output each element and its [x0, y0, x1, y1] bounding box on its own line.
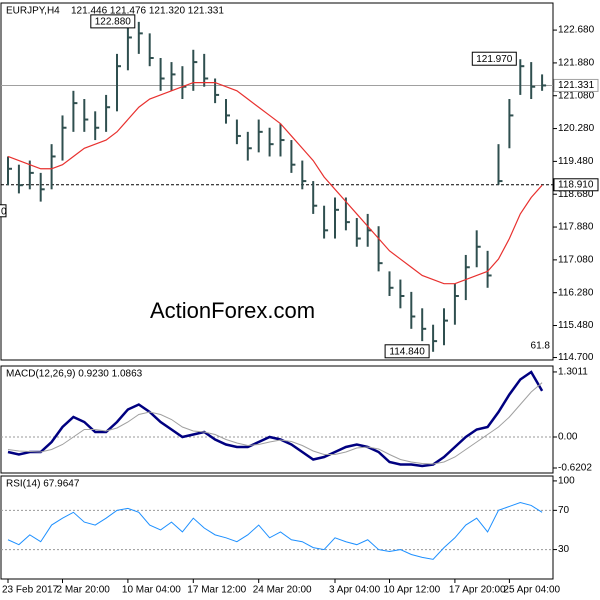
x-tick-label: 17 Apr 20:00: [449, 585, 506, 596]
y-tick-label: 119.480: [558, 156, 594, 167]
fib-box: [0, 204, 7, 218]
fib-label: 0: [1, 206, 7, 217]
y-tick-label: 0.00: [558, 432, 578, 443]
panel-title: EURJPY,H4: [6, 6, 60, 17]
y-tick-label: 115.480: [558, 320, 594, 331]
x-tick-label: 24 Mar 20:00: [253, 585, 312, 596]
panel-frame: [0, 365, 554, 474]
panel-frame: [0, 475, 554, 580]
fib-label: 61.8: [531, 341, 551, 352]
panel-title: MACD(12,26,9) 0.9230 1.0863: [6, 369, 143, 380]
y-tick-label: 118.680: [558, 189, 594, 200]
watermark: ActionForex.com: [150, 298, 315, 323]
x-tick-label: 17 Mar 12:00: [187, 585, 246, 596]
y-tick-label: 70: [558, 505, 570, 516]
annotation-box: [384, 344, 430, 359]
price-level-box: [553, 178, 599, 192]
annotation-label: 121.970: [476, 54, 513, 65]
y-tick-label: 1.3011: [558, 367, 588, 378]
x-tick-label: 10 Mar 04:00: [122, 585, 181, 596]
y-tick-label: 114.700: [558, 352, 594, 363]
panel-subtitle: 121.446 121.476 121.320 121.331: [71, 6, 224, 17]
price-level-label: 121.331: [558, 80, 595, 91]
y-tick-label: 100: [558, 476, 575, 487]
y-tick-label: 121.880: [558, 58, 595, 69]
panel-frame: [0, 2, 554, 361]
annotation-box: [90, 14, 136, 29]
y-tick-label: 120.280: [558, 123, 595, 134]
annotation-label: 122.880: [95, 17, 132, 28]
indicator-line: [7, 501, 543, 560]
y-tick-label: -0.6202: [558, 463, 592, 474]
annotation-box: [471, 51, 517, 66]
x-tick-label: 25 Apr 04:00: [503, 585, 560, 596]
y-tick-label: 122.680: [558, 25, 595, 36]
x-tick-label: 23 Feb 2017: [2, 585, 59, 596]
y-tick-label: 30: [558, 544, 570, 555]
indicator-line: [7, 382, 543, 465]
y-tick-label: 121.080: [558, 90, 595, 101]
annotation-label: 114.840: [389, 346, 425, 357]
price-level-label: 118.910: [558, 179, 594, 190]
y-tick-label: 116.280: [558, 287, 594, 298]
x-tick-label: 3 Apr 04:00: [329, 585, 381, 596]
panel-title: RSI(14) 67.9647: [6, 479, 80, 490]
x-tick-label: 2 Mar 20:00: [57, 585, 111, 596]
y-tick-label: 117.080: [558, 255, 594, 266]
moving-average: [7, 82, 543, 285]
indicator-line: [7, 370, 544, 468]
x-tick-label: 10 Apr 12:00: [384, 585, 441, 596]
y-tick-label: 117.880: [558, 222, 594, 233]
price-level-box: [553, 78, 599, 92]
